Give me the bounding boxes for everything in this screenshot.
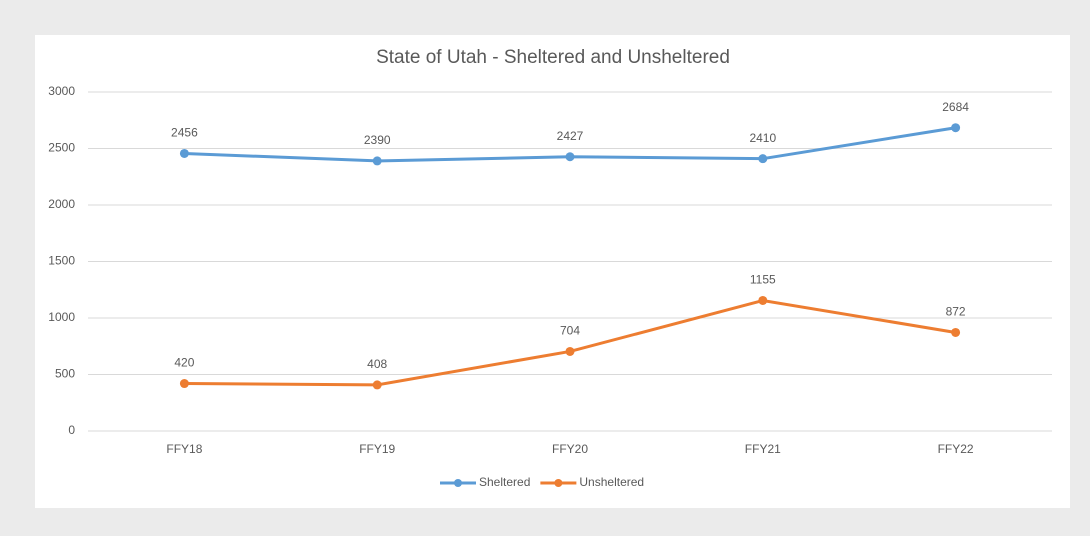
y-tick-label: 2000: [48, 197, 75, 211]
legend-marker: [554, 479, 563, 487]
y-tick-label: 0: [68, 423, 75, 437]
legend-marker: [454, 479, 462, 487]
y-tick-label: 1500: [48, 254, 75, 268]
y-tick-label: 500: [55, 367, 75, 381]
legend-label: Sheltered: [479, 475, 530, 489]
data-label: 2427: [557, 129, 584, 143]
x-tick-label: FFY19: [359, 442, 395, 456]
chart-title: State of Utah - Sheltered and Unsheltere…: [376, 47, 730, 68]
data-label: 2456: [171, 126, 198, 140]
data-label: 872: [946, 305, 966, 319]
x-tick-label: FFY18: [166, 442, 202, 456]
data-point: [179, 148, 189, 158]
x-tick-label: FFY22: [938, 442, 974, 456]
data-point: [758, 295, 768, 305]
data-point: [951, 123, 961, 133]
y-tick-label: 1000: [48, 310, 75, 324]
data-label: 704: [560, 324, 580, 338]
data-label: 408: [367, 357, 387, 371]
data-label: 2390: [364, 133, 391, 147]
data-point: [951, 327, 961, 337]
data-label: 2410: [749, 131, 776, 145]
data-point: [372, 380, 382, 390]
data-label: 2684: [942, 100, 969, 114]
chart-panel: [35, 35, 1070, 508]
data-point: [758, 154, 768, 164]
y-tick-label: 2500: [48, 141, 75, 155]
data-label: 420: [174, 356, 194, 370]
data-point: [372, 156, 382, 166]
y-tick-label: 3000: [48, 84, 75, 98]
x-tick-label: FFY20: [552, 442, 588, 456]
data-point: [179, 379, 189, 389]
data-label: 1155: [750, 273, 776, 287]
data-point: [565, 152, 575, 162]
data-point: [565, 346, 575, 356]
x-tick-label: FFY21: [745, 442, 781, 456]
legend-label: Unsheltered: [579, 475, 644, 489]
